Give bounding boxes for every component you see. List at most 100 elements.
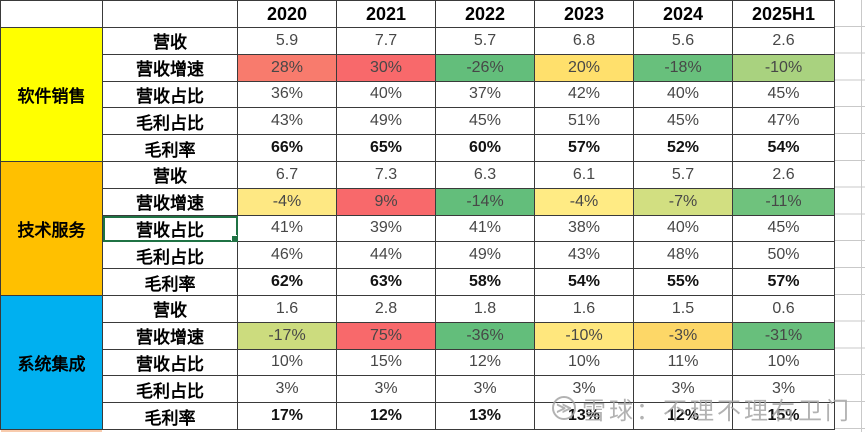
table-cell[interactable]: 58%: [436, 269, 535, 296]
table-cell[interactable]: -17%: [238, 322, 337, 350]
table-cell[interactable]: -31%: [733, 322, 835, 350]
year-header-cell[interactable]: 2022: [436, 1, 535, 28]
table-cell[interactable]: 49%: [436, 242, 535, 270]
table-cell[interactable]: -14%: [436, 188, 535, 216]
table-cell[interactable]: 15%: [337, 349, 436, 377]
table-cell[interactable]: 12%: [337, 403, 436, 430]
header-label-cell[interactable]: [103, 1, 238, 28]
table-cell[interactable]: 15%: [733, 403, 835, 430]
row-label-cell[interactable]: 营收: [103, 161, 238, 189]
table-cell[interactable]: 5.7: [634, 161, 733, 189]
table-cell[interactable]: 6.1: [535, 161, 634, 189]
table-cell[interactable]: 7.7: [337, 28, 436, 55]
table-cell[interactable]: 30%: [337, 54, 436, 82]
table-cell[interactable]: -36%: [436, 322, 535, 350]
table-cell[interactable]: 5.9: [238, 28, 337, 55]
row-label-cell[interactable]: 毛利率: [103, 269, 238, 296]
year-header-cell[interactable]: 2023: [535, 1, 634, 28]
group-label-cell[interactable]: 系统集成: [1, 295, 103, 430]
table-cell[interactable]: 49%: [337, 108, 436, 136]
table-cell[interactable]: 44%: [337, 242, 436, 270]
table-cell[interactable]: 3%: [337, 376, 436, 404]
row-label-cell[interactable]: 营收占比: [103, 349, 238, 377]
table-cell[interactable]: 3%: [535, 376, 634, 404]
table-cell[interactable]: 54%: [535, 269, 634, 296]
table-cell[interactable]: 63%: [337, 269, 436, 296]
table-cell[interactable]: 3%: [733, 376, 835, 404]
table-cell[interactable]: 12%: [634, 403, 733, 430]
table-cell[interactable]: 5.7: [436, 28, 535, 55]
row-label-cell[interactable]: 毛利占比: [103, 376, 238, 404]
table-cell[interactable]: 66%: [238, 135, 337, 162]
table-cell[interactable]: 43%: [238, 108, 337, 136]
table-cell[interactable]: 40%: [337, 81, 436, 109]
table-cell[interactable]: -10%: [733, 54, 835, 82]
table-cell[interactable]: 43%: [535, 242, 634, 270]
table-cell[interactable]: 51%: [535, 108, 634, 136]
table-cell[interactable]: 3%: [634, 376, 733, 404]
table-cell[interactable]: 45%: [733, 215, 835, 243]
table-cell[interactable]: 17%: [238, 403, 337, 430]
year-header-cell[interactable]: 2024: [634, 1, 733, 28]
table-cell[interactable]: -4%: [238, 188, 337, 216]
table-cell[interactable]: 52%: [634, 135, 733, 162]
table-cell[interactable]: 7.3: [337, 161, 436, 189]
table-cell[interactable]: 3%: [238, 376, 337, 404]
empty-gridlines-column[interactable]: [835, 0, 865, 432]
table-cell[interactable]: 55%: [634, 269, 733, 296]
table-cell[interactable]: -10%: [535, 322, 634, 350]
table-cell[interactable]: 5.6: [634, 28, 733, 55]
table-cell[interactable]: 12%: [436, 349, 535, 377]
table-cell[interactable]: 65%: [337, 135, 436, 162]
year-header-cell[interactable]: 2020: [238, 1, 337, 28]
table-cell[interactable]: 60%: [436, 135, 535, 162]
row-label-cell[interactable]: 毛利占比: [103, 108, 238, 136]
table-cell[interactable]: 45%: [733, 81, 835, 109]
table-cell[interactable]: 6.7: [238, 161, 337, 189]
table-cell[interactable]: -18%: [634, 54, 733, 82]
table-cell[interactable]: 10%: [733, 349, 835, 377]
table-cell[interactable]: 62%: [238, 269, 337, 296]
row-label-cell[interactable]: 营收增速: [103, 188, 238, 216]
row-label-cell[interactable]: 营收增速: [103, 54, 238, 82]
row-label-cell[interactable]: 营收占比: [103, 81, 238, 109]
table-cell[interactable]: 1.6: [535, 295, 634, 323]
table-cell[interactable]: -7%: [634, 188, 733, 216]
table-cell[interactable]: 40%: [634, 215, 733, 243]
table-cell[interactable]: 1.5: [634, 295, 733, 323]
table-cell[interactable]: 9%: [337, 188, 436, 216]
table-cell[interactable]: 38%: [535, 215, 634, 243]
selected-cell[interactable]: 营收占比: [103, 215, 238, 243]
table-cell[interactable]: 1.6: [238, 295, 337, 323]
group-label-cell[interactable]: 软件销售: [1, 28, 103, 162]
table-cell[interactable]: 20%: [535, 54, 634, 82]
year-header-cell[interactable]: 2021: [337, 1, 436, 28]
row-label-cell[interactable]: 营收: [103, 28, 238, 55]
table-cell[interactable]: 28%: [238, 54, 337, 82]
corner-cell[interactable]: [1, 1, 103, 28]
table-cell[interactable]: 0.6: [733, 295, 835, 323]
table-cell[interactable]: 2.6: [733, 161, 835, 189]
table-cell[interactable]: -4%: [535, 188, 634, 216]
table-cell[interactable]: 42%: [535, 81, 634, 109]
table-cell[interactable]: 11%: [634, 349, 733, 377]
row-label-cell[interactable]: 营收: [103, 295, 238, 323]
table-cell[interactable]: -11%: [733, 188, 835, 216]
table-cell[interactable]: 46%: [238, 242, 337, 270]
group-label-cell[interactable]: 技术服务: [1, 161, 103, 296]
row-label-cell[interactable]: 毛利率: [103, 403, 238, 430]
table-cell[interactable]: 45%: [634, 108, 733, 136]
table-cell[interactable]: 36%: [238, 81, 337, 109]
table-cell[interactable]: 41%: [436, 215, 535, 243]
selection-fill-handle[interactable]: [231, 235, 237, 242]
table-cell[interactable]: -3%: [634, 322, 733, 350]
table-cell[interactable]: 10%: [238, 349, 337, 377]
table-cell[interactable]: 13%: [436, 403, 535, 430]
table-cell[interactable]: 40%: [634, 81, 733, 109]
table-cell[interactable]: 6.8: [535, 28, 634, 55]
table-cell[interactable]: 3%: [436, 376, 535, 404]
table-cell[interactable]: -26%: [436, 54, 535, 82]
table-cell[interactable]: 1.8: [436, 295, 535, 323]
row-label-cell[interactable]: 营收增速: [103, 322, 238, 350]
table-cell[interactable]: 2.6: [733, 28, 835, 55]
